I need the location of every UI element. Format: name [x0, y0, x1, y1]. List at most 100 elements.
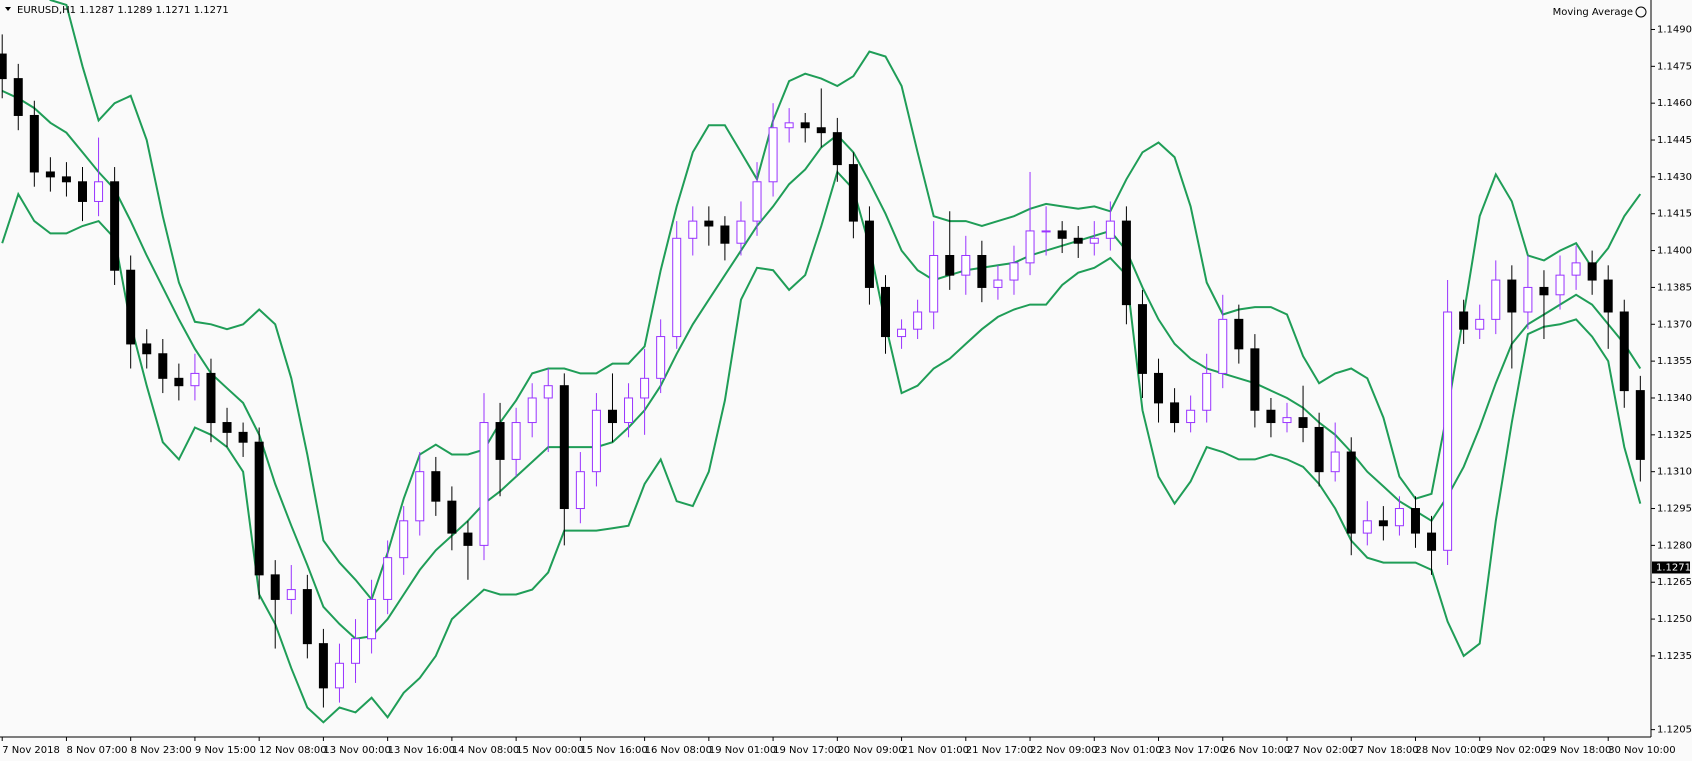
x-tick-label: 13 Nov 16:00	[388, 745, 455, 756]
x-tick-label: 28 Nov 10:00	[1415, 745, 1482, 756]
y-tick-label: 1.1430	[1657, 172, 1692, 183]
candle-body	[1362, 520, 1372, 534]
candle-body	[1234, 318, 1244, 350]
candle-body	[415, 471, 425, 522]
candle-body	[1571, 262, 1581, 276]
candle-body	[222, 422, 232, 433]
candle-body	[13, 78, 23, 116]
x-tick-label: 26 Nov 10:00	[1223, 745, 1290, 756]
candle-body	[238, 431, 248, 443]
candle-body	[1619, 311, 1629, 392]
candle-body	[1105, 220, 1115, 239]
band-middle	[1, 89, 1642, 640]
x-tick-label: 8 Nov 23:00	[131, 745, 192, 756]
candle-body	[1459, 311, 1469, 330]
candle-body	[736, 220, 746, 244]
candle-body	[61, 176, 71, 183]
current-price-box	[1652, 561, 1690, 574]
candle-body	[688, 220, 698, 239]
current-price-label: 1.1271	[1656, 562, 1691, 573]
candle-body	[1009, 262, 1019, 281]
candle-body	[511, 422, 521, 460]
candle-body	[1346, 451, 1356, 534]
candle-body	[1475, 318, 1485, 330]
candle-body	[94, 181, 104, 202]
x-tick-label: 12 Nov 08:00	[259, 745, 326, 756]
candle-body	[704, 220, 714, 227]
candle-body	[351, 638, 361, 664]
candle-body	[78, 181, 87, 202]
candle-body	[800, 122, 810, 129]
candle-body	[1025, 230, 1035, 264]
candle-body	[913, 311, 923, 330]
x-tick-label: 7 Nov 2018	[2, 745, 60, 756]
candle-body	[431, 471, 441, 502]
candle-body	[881, 286, 890, 338]
x-tick-label: 19 Nov 01:00	[709, 745, 776, 756]
chart-title: EURUSD,H1 1.1287 1.1289 1.1271 1.1271	[17, 5, 229, 16]
candle-body	[190, 372, 200, 387]
candle-body	[864, 220, 874, 288]
candle-body	[816, 127, 826, 134]
x-tick-label: 30 Nov 10:00	[1608, 745, 1675, 756]
candle-body	[1170, 402, 1180, 424]
candle-body	[832, 132, 842, 166]
candle-body	[527, 397, 537, 424]
candle-body	[897, 328, 907, 338]
y-tick-label: 1.1445	[1657, 135, 1692, 146]
candle-body	[591, 409, 601, 473]
candle-body	[270, 574, 280, 600]
candle-body	[945, 254, 955, 276]
y-tick-label: 1.1415	[1657, 209, 1692, 220]
candle-body	[158, 353, 168, 379]
candle-body	[495, 422, 505, 460]
candle-body	[1314, 426, 1324, 473]
candle-body	[302, 589, 312, 645]
candle-body	[1202, 372, 1212, 411]
candle-body	[977, 254, 987, 288]
band-lower	[1, 170, 1642, 724]
candle-body	[1443, 311, 1453, 551]
candle-body	[334, 662, 344, 689]
x-tick-label: 29 Nov 02:00	[1480, 745, 1547, 756]
x-tick-label: 27 Nov 02:00	[1287, 745, 1354, 756]
candle-body	[399, 520, 409, 559]
candle-body	[1507, 279, 1517, 313]
y-tick-label: 1.1265	[1657, 577, 1692, 588]
y-tick-label: 1.1310	[1657, 467, 1692, 478]
candle-body	[1218, 318, 1228, 374]
y-tick-label: 1.1400	[1657, 246, 1692, 257]
candle-body	[656, 336, 666, 379]
x-tick-label: 15 Nov 00:00	[516, 745, 583, 756]
y-tick-label: 1.1460	[1657, 98, 1692, 109]
x-tick-label: 16 Nov 08:00	[645, 745, 712, 756]
candle-body	[624, 397, 634, 424]
candle-body	[1073, 237, 1083, 244]
candle-body	[1154, 372, 1164, 404]
candle-body	[1137, 304, 1147, 374]
y-tick-label: 1.1235	[1657, 651, 1692, 662]
y-tick-label: 1.1250	[1657, 614, 1692, 625]
x-tick-label: 9 Nov 15:00	[195, 745, 256, 756]
candle-body	[1539, 286, 1549, 296]
candle-body	[1089, 237, 1099, 244]
candle-body	[367, 598, 377, 640]
x-tick-label: 23 Nov 17:00	[1159, 745, 1226, 756]
candle-body	[318, 643, 328, 689]
candle-body	[1394, 508, 1404, 527]
plot-area	[0, 0, 1645, 724]
candle-body	[0, 53, 7, 80]
candle-body	[1041, 230, 1051, 233]
menu-arrow[interactable]	[5, 7, 11, 11]
y-tick-label: 1.1490	[1657, 24, 1692, 35]
candle-body	[479, 422, 489, 546]
indicator-close[interactable]	[1635, 6, 1647, 18]
x-tick-label: 20 Nov 09:00	[837, 745, 904, 756]
candle-body	[1266, 409, 1276, 424]
x-tick-label: 8 Nov 07:00	[66, 745, 127, 756]
x-tick-label: 14 Nov 08:00	[452, 745, 519, 756]
candle-body	[929, 254, 939, 313]
candle-body	[768, 127, 778, 183]
